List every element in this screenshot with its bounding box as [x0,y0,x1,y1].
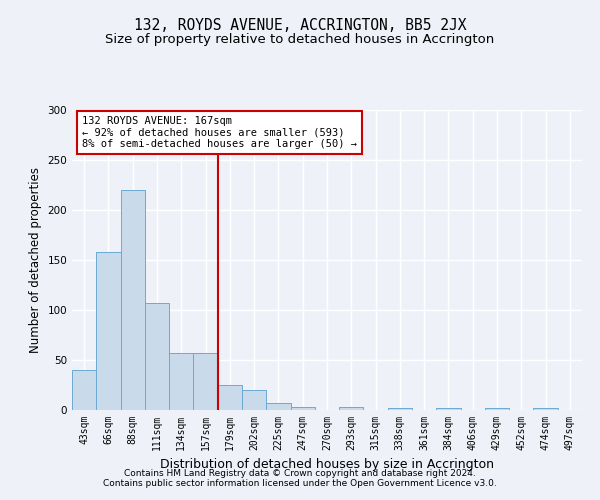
Bar [145,303,169,410]
Bar [388,408,412,410]
Bar [72,370,96,410]
Bar [266,403,290,410]
Bar [96,252,121,410]
Text: 132 ROYDS AVENUE: 167sqm
← 92% of detached houses are smaller (593)
8% of semi-d: 132 ROYDS AVENUE: 167sqm ← 92% of detach… [82,116,357,149]
Bar [436,408,461,410]
Bar [485,408,509,410]
Text: Contains HM Land Registry data © Crown copyright and database right 2024.: Contains HM Land Registry data © Crown c… [124,468,476,477]
X-axis label: Distribution of detached houses by size in Accrington: Distribution of detached houses by size … [160,458,494,471]
Bar [339,407,364,410]
Bar [169,353,193,410]
Bar [533,408,558,410]
Y-axis label: Number of detached properties: Number of detached properties [29,167,42,353]
Text: Contains public sector information licensed under the Open Government Licence v3: Contains public sector information licen… [103,478,497,488]
Text: 132, ROYDS AVENUE, ACCRINGTON, BB5 2JX: 132, ROYDS AVENUE, ACCRINGTON, BB5 2JX [134,18,466,32]
Bar [193,353,218,410]
Bar [290,407,315,410]
Bar [218,385,242,410]
Bar [242,390,266,410]
Text: Size of property relative to detached houses in Accrington: Size of property relative to detached ho… [106,32,494,46]
Bar [121,190,145,410]
